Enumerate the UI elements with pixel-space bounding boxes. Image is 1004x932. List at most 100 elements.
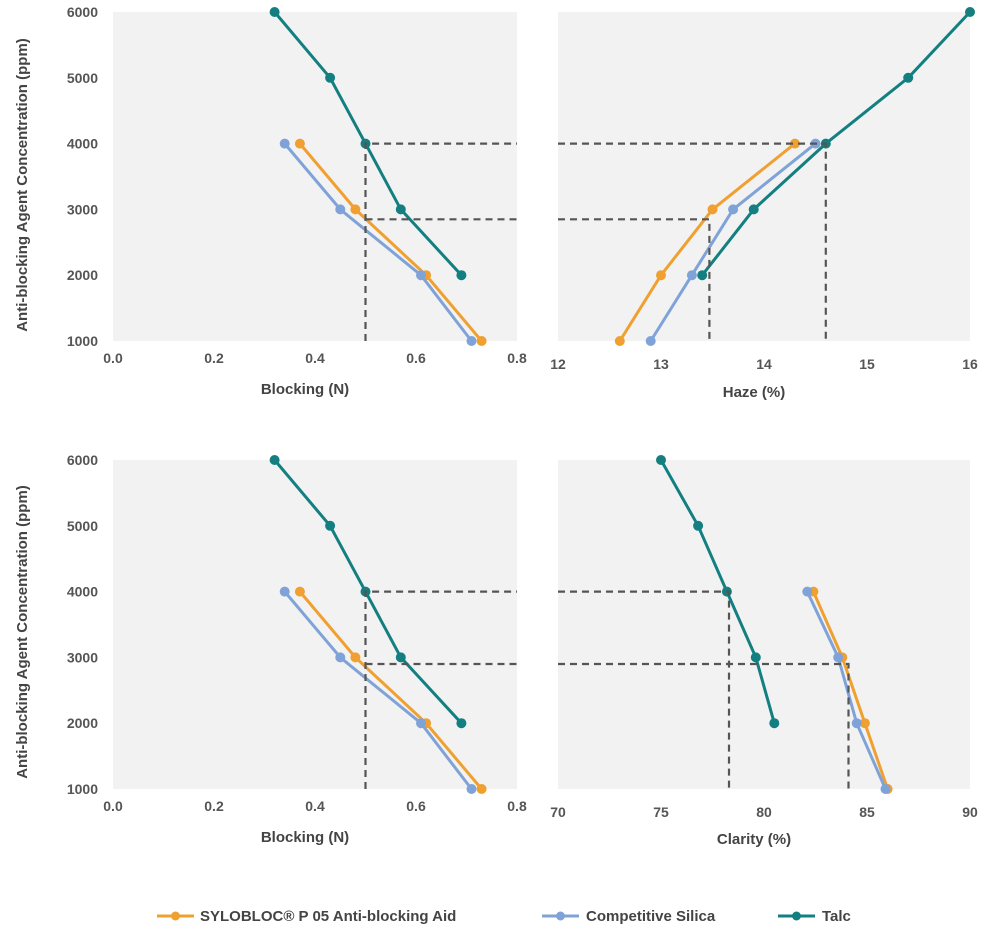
x-tick-label: 0.0	[103, 350, 123, 366]
data-point-competitive	[880, 784, 891, 794]
series-line-sylobloc	[298, 590, 483, 790]
y-tick-label: 3000	[67, 649, 98, 665]
x-tick-label: 14	[756, 356, 772, 372]
data-point-talc	[395, 204, 406, 215]
guide-line-clarity-bottom	[558, 590, 731, 789]
data-point-sylobloc	[350, 204, 361, 215]
y-tick-label: 5000	[67, 70, 98, 86]
x-tick-label: 0.2	[204, 798, 224, 814]
x-axis-label-blocking-top: Blocking (N)	[261, 381, 349, 398]
y-tick-label: 1000	[67, 781, 98, 797]
legend-label-competitive: Competitive Silica	[586, 908, 716, 925]
data-point-sylobloc	[476, 784, 487, 794]
y-axis-labels: Anti-blocking Agent Concentration (ppm) …	[14, 38, 31, 779]
data-point-talc	[769, 718, 780, 729]
x-tick-label: 80	[756, 804, 772, 820]
data-point-competitive	[686, 270, 697, 281]
data-point-talc	[456, 718, 467, 729]
data-point-competitive	[466, 784, 477, 794]
x-tick-label: 70	[550, 804, 566, 820]
data-point-competitive	[802, 586, 813, 597]
data-point-sylobloc	[614, 336, 625, 346]
x-tick-label: 0.4	[305, 798, 325, 814]
data-point-competitive	[416, 718, 426, 729]
x-tick-label: 15	[859, 356, 875, 372]
plot-area-clarity-bottom	[558, 460, 970, 789]
legend-label-sylobloc: SYLOBLOC® P 05 Anti-blocking Aid	[200, 908, 456, 925]
plot-area-haze-top	[558, 12, 970, 341]
data-point-sylobloc	[294, 138, 305, 149]
series-line-sylobloc	[618, 142, 796, 342]
data-point-talc	[965, 7, 975, 17]
series-line-competitive	[283, 590, 473, 790]
data-point-talc	[697, 270, 708, 281]
x-tick-label: 0.8	[507, 798, 527, 814]
x-axis-label-haze-top: Haze (%)	[723, 384, 786, 401]
legend-item-sylobloc: SYLOBLOC® P 05 Anti-blocking Aid	[157, 908, 456, 925]
data-point-talc	[325, 72, 336, 83]
chart-blocking-bottom: 1000 2000 3000 4000 5000 6000 0.0 0.2 0.4 0.6 0.8 B…	[67, 452, 527, 846]
data-point-talc	[748, 204, 759, 215]
x-tick-label: 90	[962, 804, 978, 820]
x-tick-label: 0.8	[507, 350, 527, 366]
x-tick-label: 12	[550, 356, 566, 372]
data-point-competitive	[466, 336, 477, 346]
guide-line-haze-top	[558, 142, 827, 341]
data-point-talc	[395, 652, 406, 663]
guide-line-blocking-top	[364, 142, 517, 341]
guide-line-blocking-bottom	[364, 590, 517, 789]
legend-label-talc: Talc	[822, 908, 851, 925]
guide-line-clarity-bottom	[558, 662, 850, 789]
data-point-sylobloc	[859, 718, 870, 729]
y-tick-label: 6000	[67, 452, 98, 468]
chart-clarity-bottom: 70 75 80 85 90 Clarity (%)	[550, 455, 978, 848]
legend-marker-talc	[792, 911, 801, 921]
data-point-competitive	[335, 204, 346, 215]
y-tick-label: 2000	[67, 715, 98, 731]
series-line-sylobloc	[298, 142, 483, 342]
x-axis-label-blocking-bottom: Blocking (N)	[261, 829, 349, 846]
data-point-sylobloc	[707, 204, 718, 215]
chart-haze-top: 12 13 14 15 16 Haze (%)	[550, 7, 978, 401]
x-tick-label: 16	[962, 356, 978, 372]
data-point-talc	[269, 7, 280, 17]
x-tick-label: 0.6	[406, 350, 426, 366]
x-tick-label: 0.6	[406, 798, 426, 814]
y-axis-label-bottom: Anti-blocking Agent Concentration (ppm)	[14, 485, 31, 779]
x-tick-label: 13	[653, 356, 669, 372]
chart-blocking-top: 1000 2000 3000 4000 5000 6000 0.0 0.2 0.4 0.6 0.8 B…	[67, 4, 527, 398]
x-tick-label: 75	[653, 804, 669, 820]
x-tick-label: 85	[859, 804, 875, 820]
legend-item-talc: Talc	[778, 908, 851, 925]
data-point-competitive	[335, 652, 346, 663]
guide-line-haze-top	[558, 218, 711, 341]
y-tick-label: 1000	[67, 333, 98, 349]
y-axis-label-top: Anti-blocking Agent Concentration (ppm)	[14, 38, 31, 332]
y-tick-label: 4000	[67, 136, 98, 152]
data-point-competitive	[416, 270, 426, 281]
data-point-competitive	[279, 138, 290, 149]
data-point-sylobloc	[294, 586, 305, 597]
data-point-talc	[269, 455, 280, 465]
legend: SYLOBLOC® P 05 Anti-blocking Aid Competi…	[157, 908, 851, 925]
data-point-sylobloc	[350, 652, 361, 663]
plot-area-blocking-top	[113, 12, 517, 341]
data-point-sylobloc	[656, 270, 666, 281]
chart-panels: 1000 2000 3000 4000 5000 6000 0.0 0.2 0.4 0.6 0.8 B…	[67, 4, 978, 848]
legend-marker-competitive	[556, 911, 565, 921]
y-tick-label: 2000	[67, 267, 98, 283]
data-point-talc	[750, 652, 761, 663]
y-tick-label: 6000	[67, 4, 98, 20]
data-point-competitive	[279, 586, 290, 597]
y-tick-label: 3000	[67, 201, 98, 217]
series-line-competitive	[283, 142, 473, 342]
data-point-sylobloc	[476, 336, 487, 346]
data-point-competitive	[645, 336, 656, 346]
legend-item-competitive: Competitive Silica	[542, 908, 716, 925]
data-point-talc	[693, 520, 704, 531]
data-point-talc	[456, 270, 467, 281]
data-point-talc	[325, 520, 336, 531]
x-tick-label: 0.0	[103, 798, 123, 814]
x-axis-label-clarity-bottom: Clarity (%)	[717, 831, 791, 848]
